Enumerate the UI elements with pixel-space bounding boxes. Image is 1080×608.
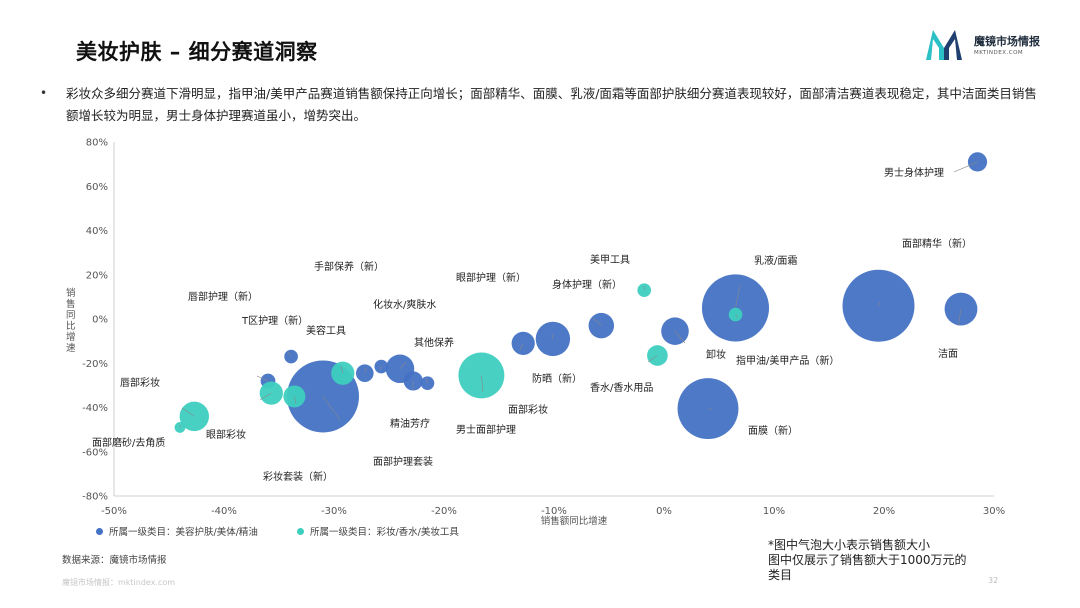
- leader-line: [181, 407, 195, 417]
- footer-watermark: 魔镜市场情报：mktindex.com: [62, 578, 176, 587]
- x-tick-label: -50%: [101, 506, 127, 517]
- bubble-label: T区护理（新）: [241, 314, 308, 327]
- bubble-label: 面膜（新）: [748, 424, 798, 437]
- leader-line: [399, 361, 407, 369]
- leader-line: [322, 396, 341, 421]
- legend-item-teal: 所属一级类目：彩妆/香水/美妆工具: [296, 524, 459, 538]
- x-tick-label: -20%: [431, 506, 457, 517]
- bubble-label: 面部精华（新）: [902, 237, 972, 250]
- leader-line: [551, 333, 554, 339]
- bullet-icon: •: [40, 86, 48, 100]
- y-axis-title: 销售同比增速: [66, 287, 76, 354]
- bubble-label: 指甲油/美甲产品（新）: [736, 354, 839, 367]
- bubble-label: 化妆水/爽肤水: [373, 298, 436, 311]
- legend-label-teal: 所属一级类目：彩妆/香水/美妆工具: [309, 527, 459, 538]
- logo-domain: MKTINDEX.COM: [974, 50, 1024, 56]
- brand-logo: 魔镜市场情报 MKTINDEX.COM: [924, 26, 1054, 66]
- summary-text: 彩妆众多细分赛道下滑明显，指甲油/美甲产品赛道销售额保持正向增长；面部精华、面膜…: [66, 86, 1037, 123]
- leader-line: [735, 284, 741, 308]
- leader-line: [481, 375, 484, 393]
- bubble-label: 美容工具: [306, 324, 346, 337]
- leader-line: [259, 392, 272, 401]
- note-line: 类目: [768, 568, 793, 582]
- y-tick-label: -80%: [82, 492, 108, 503]
- leader-line: [364, 367, 367, 374]
- leader-line: [953, 161, 978, 173]
- x-tick-label: -40%: [211, 506, 237, 517]
- x-tick-label: 30%: [983, 506, 1005, 517]
- note-line: 图中仅展示了销售额大于1000万元的: [768, 553, 967, 567]
- bubble-label: 其他保养: [414, 336, 454, 349]
- logo-name: 魔镜市场情报: [974, 35, 1040, 48]
- bubble-label: 眼部护理（新）: [456, 271, 526, 284]
- chart-note: *图中气泡大小表示销售额大小 图中仅展示了销售额大于1000万元的 类目: [768, 538, 1028, 583]
- legend-marker-blue: [96, 528, 103, 535]
- bubble-label: 面部彩妆: [508, 403, 548, 416]
- leader-line: [379, 366, 382, 371]
- bubble-label: 手部保养（新）: [314, 260, 384, 273]
- leader-line: [256, 375, 269, 382]
- y-tick-label: 40%: [86, 226, 108, 237]
- bubble-label: 防晒（新）: [532, 372, 582, 385]
- bubble-label: 唇部彩妆: [120, 376, 160, 389]
- y-tick-label: -20%: [82, 359, 108, 370]
- x-tick-label: 20%: [873, 506, 895, 517]
- page-title: 美妆护肤 – 细分赛道洞察: [76, 40, 318, 64]
- legend-label-blue: 所属一级类目：美容护肤/美体/精油: [109, 527, 258, 538]
- leader-line: [340, 365, 344, 374]
- legend-item-blue: 所属一级类目：美容护肤/美体/精油: [96, 524, 258, 538]
- chart-legend: 所属一级类目：美容护肤/美体/精油 所属一级类目：彩妆/香水/美妆工具: [96, 524, 495, 538]
- bubble-point: [637, 283, 652, 298]
- bubble-label: 彩妆套装（新）: [263, 470, 333, 483]
- note-line: *图中气泡大小表示销售额大小: [768, 538, 931, 552]
- bubble-label: 面部磨砂/去角质: [92, 436, 165, 449]
- bubble-label: 香水/香水用品: [590, 382, 653, 394]
- page-number: 32: [988, 576, 999, 585]
- bubble-label: 乳液/面霜: [754, 254, 797, 267]
- logo-icon: [926, 30, 962, 60]
- y-tick-label: -40%: [82, 403, 108, 414]
- leader-line: [294, 396, 297, 405]
- leader-line: [735, 314, 739, 319]
- leader-line: [425, 377, 428, 384]
- x-tick-label: -10%: [541, 506, 567, 517]
- legend-marker-teal: [296, 528, 304, 535]
- bubble-label: 男士面部护理: [456, 423, 516, 436]
- y-tick-label: -60%: [82, 447, 108, 458]
- bubble-label: 卸妆: [706, 348, 726, 361]
- leader-line: [674, 330, 686, 344]
- x-tick-label: 0%: [656, 506, 672, 517]
- y-tick-label: 80%: [86, 138, 108, 149]
- bubble-label: 身体护理（新）: [552, 278, 622, 291]
- bubble-label: 美甲工具: [590, 253, 630, 266]
- leader-line: [707, 408, 713, 411]
- bubble-label: 眼部彩妆: [206, 428, 246, 441]
- leader-line: [647, 355, 658, 363]
- leader-line: [287, 351, 292, 357]
- bubble-label: 面部护理套装: [373, 455, 433, 468]
- bubble-label: 精油芳疗: [390, 417, 430, 430]
- y-tick-label: 0%: [92, 315, 108, 326]
- bubble-label: 男士身体护理: [884, 166, 944, 179]
- x-tick-label: 10%: [763, 506, 785, 517]
- y-tick-label: 20%: [86, 270, 108, 281]
- leader-line: [878, 301, 881, 306]
- data-source: 数据来源：魔镜市场情报: [62, 555, 167, 566]
- leader-line: [592, 317, 602, 326]
- bubble-label: 唇部护理（新）: [188, 290, 258, 303]
- leader-line: [519, 343, 524, 351]
- x-tick-label: -30%: [321, 506, 347, 517]
- bubble-label: 洁面: [938, 347, 958, 360]
- x-axis-title: 销售额同比增速: [541, 515, 608, 527]
- bubble-point: [647, 345, 668, 366]
- leader-line: [957, 308, 962, 327]
- y-tick-label: 60%: [86, 182, 108, 193]
- leader-line: [643, 285, 646, 291]
